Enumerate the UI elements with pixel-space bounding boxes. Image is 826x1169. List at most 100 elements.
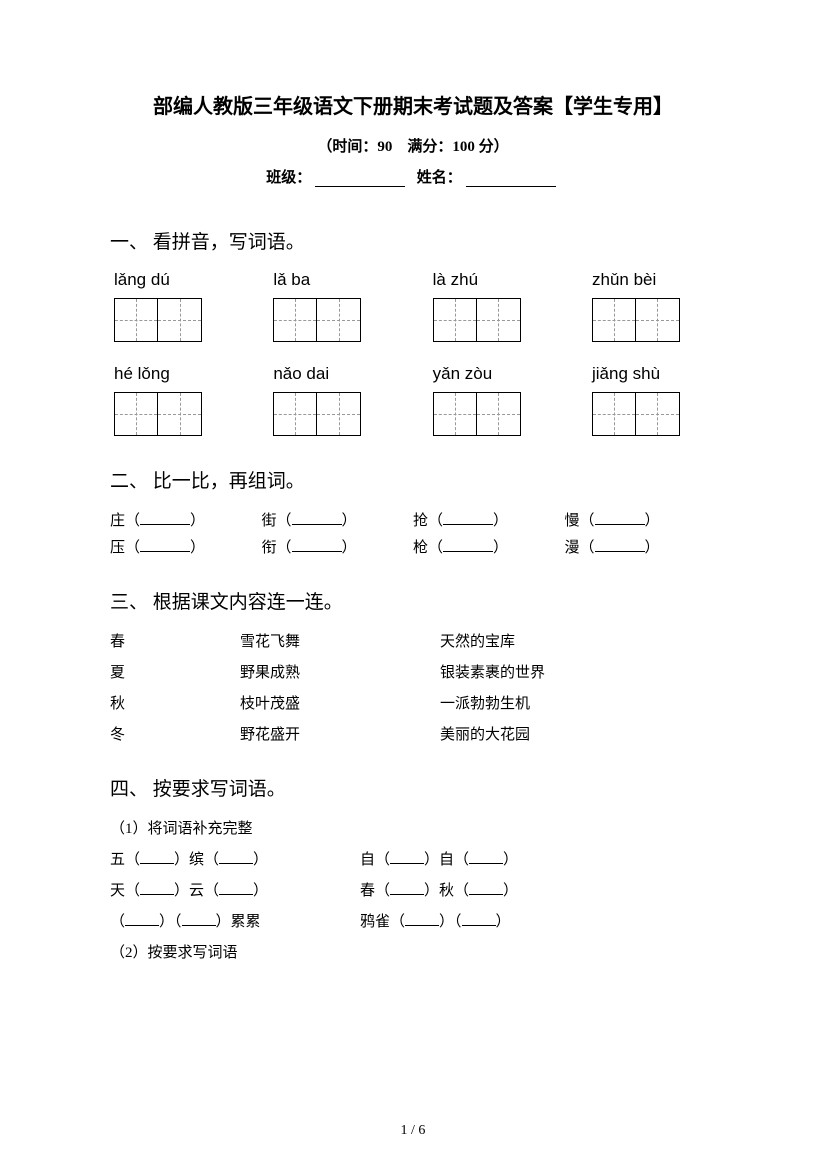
char-box-pair[interactable]	[433, 392, 553, 436]
q2-char: 枪	[413, 540, 428, 556]
q4-text: 天（	[110, 883, 140, 899]
q4-text: ）缤（	[174, 852, 219, 868]
class-label: 班级：	[266, 170, 311, 186]
name-blank[interactable]	[466, 171, 556, 187]
fill-blank[interactable]	[219, 850, 253, 864]
document-title: 部编人教版三年级语文下册期末考试题及答案【学生专用】	[110, 90, 716, 119]
q3-row: 春 雪花飞舞 天然的宝库	[110, 630, 716, 651]
fill-blank[interactable]	[140, 538, 190, 552]
char-box-pair[interactable]	[433, 298, 553, 342]
q3-col2: 雪花飞舞	[240, 630, 440, 651]
q2-row-2: 压（） 衔（） 枪（） 漫（）	[110, 536, 716, 557]
pinyin-item: lǎ ba	[273, 270, 393, 290]
q4-text: ）自（	[424, 852, 469, 868]
q4-sub2: （2）按要求写词语	[110, 941, 716, 962]
q3-heading: 三、 根据课文内容连一连。	[110, 587, 716, 614]
q2-heading: 二、 比一比，再组词。	[110, 466, 716, 493]
char-box-pair[interactable]	[273, 392, 393, 436]
name-label: 姓名：	[417, 170, 462, 186]
q2-char: 庄	[110, 513, 125, 529]
q2-char: 抢	[413, 513, 428, 529]
q4-text: ）	[496, 914, 511, 930]
q4-text: 自（	[360, 852, 390, 868]
q4-text: ）	[253, 852, 268, 868]
q4-row: （ ）（ ）累累 鸦雀（ ）（ ）	[110, 910, 716, 931]
q2-char: 压	[110, 540, 125, 556]
q2-char: 衔	[262, 540, 277, 556]
q3-col1: 夏	[110, 661, 240, 682]
q2-char: 街	[262, 513, 277, 529]
q2-row-1: 庄（） 街（） 抢（） 慢（）	[110, 509, 716, 530]
q3-col1: 秋	[110, 692, 240, 713]
char-box-pair[interactable]	[273, 298, 393, 342]
document-subtitle: （时间：90 满分：100 分）	[110, 135, 716, 156]
fill-blank[interactable]	[292, 511, 342, 525]
q4-row: 五（ ）缤（ ） 自（ ）自（ ）	[110, 848, 716, 869]
q3-col2: 枝叶茂盛	[240, 692, 440, 713]
q4-text: （	[110, 914, 125, 930]
fill-blank[interactable]	[595, 511, 645, 525]
q3-col3: 银装素裹的世界	[440, 661, 716, 682]
q4-text: ）秋（	[424, 883, 469, 899]
q4-text: ）云（	[174, 883, 219, 899]
pinyin-item: nǎo dai	[273, 364, 393, 384]
fill-blank[interactable]	[390, 850, 424, 864]
char-box-pair[interactable]	[114, 298, 234, 342]
fill-blank[interactable]	[462, 912, 496, 926]
fill-blank[interactable]	[292, 538, 342, 552]
q3-col1: 冬	[110, 723, 240, 744]
q3-col3: 天然的宝库	[440, 630, 716, 651]
q4-text: 春（	[360, 883, 390, 899]
q2-char: 慢	[565, 513, 580, 529]
q4-text: ）	[503, 883, 518, 899]
fill-blank[interactable]	[443, 538, 493, 552]
q3-col1: 春	[110, 630, 240, 651]
q4-text: 五（	[110, 852, 140, 868]
q4-text: ）	[503, 852, 518, 868]
fill-blank[interactable]	[390, 881, 424, 895]
q4-heading: 四、 按要求写词语。	[110, 774, 716, 801]
q1-pinyin-row-1: lǎng dú lǎ ba là zhú zhǔn bèi	[110, 270, 716, 290]
fill-blank[interactable]	[182, 912, 216, 926]
q3-col3: 美丽的大花园	[440, 723, 716, 744]
char-box-pair[interactable]	[592, 298, 712, 342]
fill-blank[interactable]	[219, 881, 253, 895]
q4-text: ）（	[439, 914, 462, 930]
pinyin-item: yǎn zòu	[433, 364, 553, 384]
char-box-pair[interactable]	[114, 392, 234, 436]
q4-text: ）累累	[216, 914, 261, 930]
char-box-pair[interactable]	[592, 392, 712, 436]
fill-blank[interactable]	[595, 538, 645, 552]
q3-row: 冬 野花盛开 美丽的大花园	[110, 723, 716, 744]
fill-blank[interactable]	[140, 511, 190, 525]
q4-row: 天（ ）云（ ） 春（ ）秋（ ）	[110, 879, 716, 900]
q4-sub1: （1）将词语补充完整	[110, 817, 716, 838]
q3-col3: 一派勃勃生机	[440, 692, 716, 713]
fill-blank[interactable]	[405, 912, 439, 926]
q4-text: ）	[253, 883, 268, 899]
q4-text: 鸦雀（	[360, 914, 405, 930]
fill-blank[interactable]	[125, 912, 159, 926]
pinyin-item: lǎng dú	[114, 270, 234, 290]
q3-col2: 野花盛开	[240, 723, 440, 744]
q3-row: 夏 野果成熟 银装素裹的世界	[110, 661, 716, 682]
q3-row: 秋 枝叶茂盛 一派勃勃生机	[110, 692, 716, 713]
q1-boxes-row-2	[110, 392, 716, 436]
fill-blank[interactable]	[469, 881, 503, 895]
q4-text: ）（	[159, 914, 182, 930]
pinyin-item: jiǎng shù	[592, 364, 712, 384]
q1-heading: 一、 看拼音，写词语。	[110, 227, 716, 254]
pinyin-item: zhǔn bèi	[592, 270, 712, 290]
fill-blank[interactable]	[140, 881, 174, 895]
q3-col2: 野果成熟	[240, 661, 440, 682]
fill-blank[interactable]	[443, 511, 493, 525]
student-info-line: 班级： 姓名：	[110, 166, 716, 187]
fill-blank[interactable]	[140, 850, 174, 864]
class-blank[interactable]	[315, 171, 405, 187]
q2-char: 漫	[565, 540, 580, 556]
fill-blank[interactable]	[469, 850, 503, 864]
page-number: 1 / 6	[0, 1123, 826, 1139]
pinyin-item: hé lǒng	[114, 364, 234, 384]
pinyin-item: là zhú	[433, 270, 553, 290]
q1-boxes-row-1	[110, 298, 716, 342]
